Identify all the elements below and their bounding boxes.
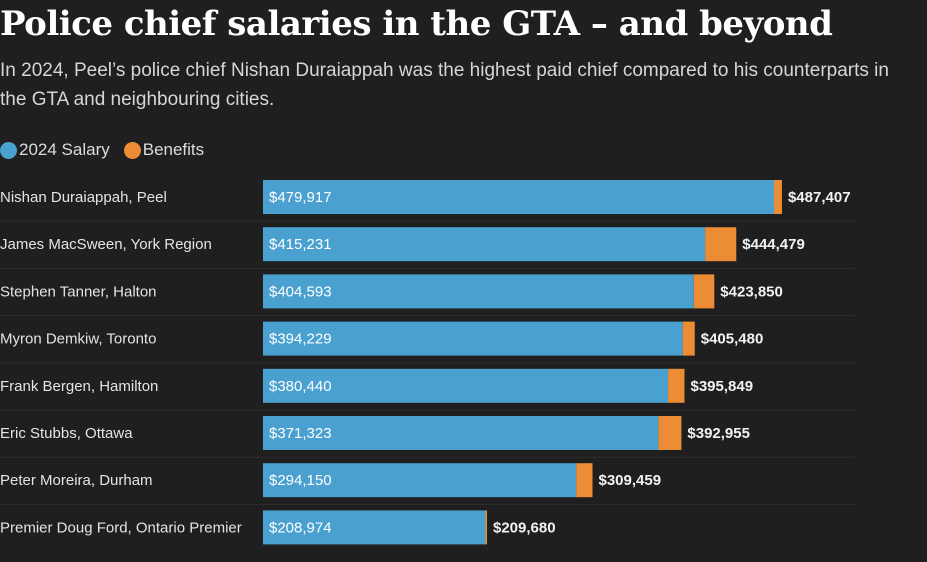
total-value-label: $405,480: [701, 331, 764, 348]
legend-item-benefits: Benefits: [123, 140, 205, 160]
salary-value-label: $415,231: [269, 236, 332, 253]
salary-bar: [263, 227, 706, 262]
benefits-bar: [668, 368, 685, 403]
category-label: Stephen Tanner, Halton: [0, 283, 157, 300]
salary-value-label: $208,974: [269, 519, 332, 536]
salary-value-label: $404,593: [269, 283, 332, 300]
salary-bar: [263, 274, 694, 309]
salary-bar: [263, 510, 486, 545]
salary-bar: [263, 180, 774, 214]
total-value-label: $487,407: [788, 189, 851, 206]
salary-value-label: $371,323: [269, 425, 332, 442]
category-label: Eric Stubbs, Ottawa: [0, 425, 133, 442]
salary-bar: [263, 368, 669, 403]
legend-label-salary: 2024 Salary: [19, 140, 110, 159]
chart-subtitle: In 2024, Peel’s police chief Nishan Dura…: [0, 60, 889, 110]
benefits-bar: [682, 321, 695, 356]
total-value-label: $423,850: [720, 283, 783, 300]
benefits-bar: [693, 274, 715, 309]
legend-item-salary: 2024 Salary: [0, 140, 110, 160]
category-label: James MacSween, York Region: [0, 236, 212, 253]
salary-bar: [263, 463, 577, 498]
salary-value-label: $294,150: [269, 472, 332, 489]
category-label: Peter Moreira, Durham: [0, 472, 153, 489]
category-label: Premier Doug Ford, Ontario Premier: [0, 519, 242, 536]
salary-value-label: $394,229: [269, 331, 332, 348]
salary-value-label: $380,440: [269, 378, 332, 395]
legend-swatch-benefits: [123, 141, 141, 159]
benefits-bar: [705, 227, 737, 262]
total-value-label: $209,680: [493, 519, 556, 536]
total-value-label: $309,459: [599, 472, 662, 489]
total-value-label: $395,849: [690, 378, 753, 395]
total-value-label: $444,479: [742, 236, 805, 253]
legend: 2024 Salary Benefits: [0, 140, 218, 160]
category-label: Frank Bergen, Hamilton: [0, 378, 158, 395]
benefits-bar: [774, 180, 782, 214]
benefits-bar: [576, 463, 593, 498]
total-value-label: $392,955: [687, 425, 750, 442]
chart-title: Police chief salaries in the GTA – and b…: [0, 4, 833, 44]
legend-label-benefits: Benefits: [142, 140, 205, 159]
salary-value-label: $479,917: [269, 189, 332, 206]
benefits-bar: [658, 416, 682, 450]
benefits-bar: [485, 510, 488, 545]
salary-bar: [263, 416, 659, 450]
category-label: Nishan Duraiappah, Peel: [0, 189, 167, 206]
category-label: Myron Demkiw, Toronto: [0, 331, 156, 348]
legend-swatch-salary: [0, 141, 17, 159]
salary-bar: [263, 321, 683, 356]
